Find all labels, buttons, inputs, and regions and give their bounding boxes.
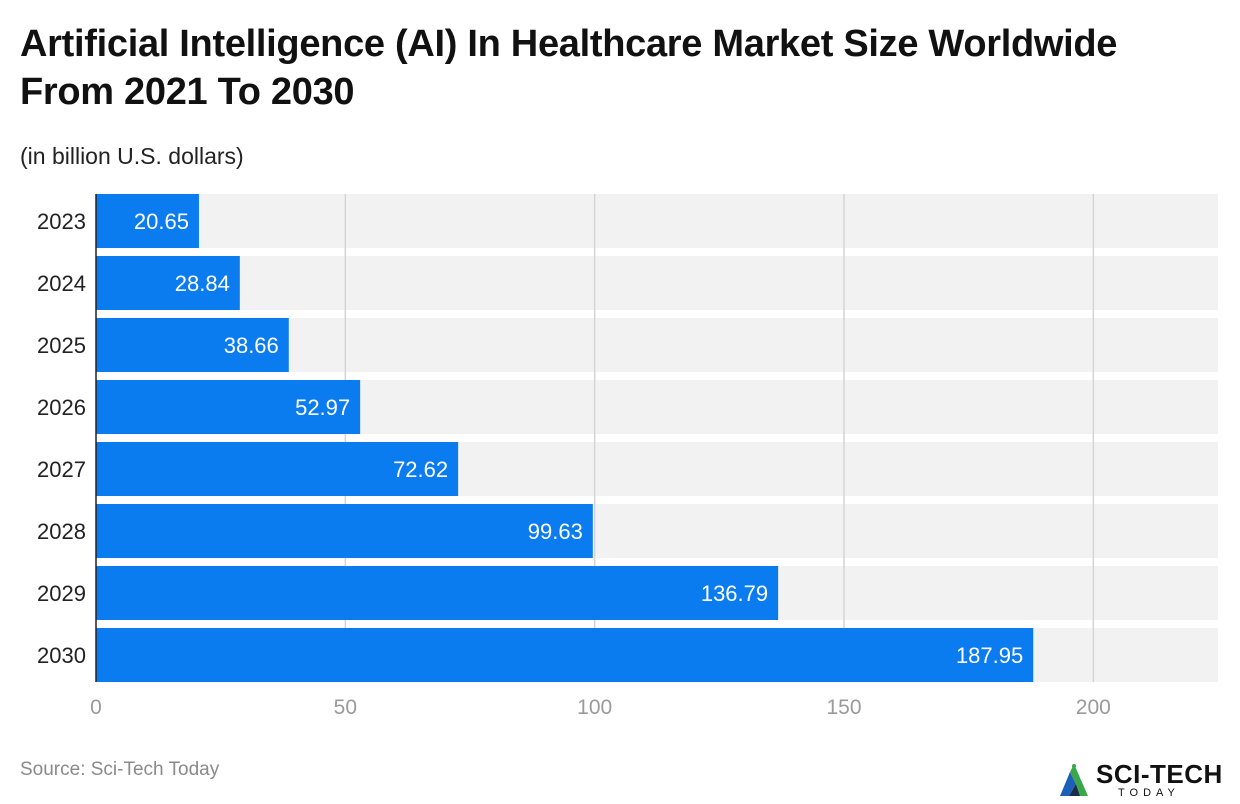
bar <box>96 380 361 434</box>
chart-subtitle: (in billion U.S. dollars) <box>20 143 244 169</box>
row-background <box>96 256 1218 310</box>
source-note: Source: Sci-Tech Today <box>20 759 220 780</box>
x-axis-ticks: 0 50 100 150 200 <box>90 696 1111 719</box>
value-label: 187.95 <box>956 643 1023 668</box>
category-label: 2023 <box>37 209 86 234</box>
category-label: 2028 <box>37 519 86 544</box>
row-background <box>96 194 1218 248</box>
category-labels: 2023 2024 2025 2026 2027 2028 2029 2030 <box>37 209 86 668</box>
bar <box>96 504 593 558</box>
category-label: 2030 <box>37 643 86 668</box>
bar <box>96 628 1034 682</box>
category-label: 2025 <box>37 333 86 358</box>
bar <box>96 318 289 372</box>
value-label: 99.63 <box>528 519 583 544</box>
sci-tech-triangle-logo-icon <box>1060 764 1088 796</box>
value-label: 52.97 <box>295 395 350 420</box>
value-label: 38.66 <box>224 333 279 358</box>
x-tick-label: 200 <box>1076 696 1111 719</box>
value-label: 20.65 <box>134 209 189 234</box>
bar <box>96 194 199 248</box>
x-tick-label: 0 <box>90 696 102 719</box>
bars <box>96 194 1034 682</box>
bar <box>96 256 240 310</box>
value-label: 72.62 <box>393 457 448 482</box>
value-label: 136.79 <box>701 581 768 606</box>
x-tick-label: 100 <box>577 696 612 719</box>
value-label: 28.84 <box>175 271 230 296</box>
x-tick-label: 150 <box>826 696 861 719</box>
category-label: 2024 <box>37 271 86 296</box>
logo-tagline: TODAY <box>1118 787 1180 799</box>
bar <box>96 566 779 620</box>
chart-title: Artificial Intelligence (AI) In Healthca… <box>20 23 1118 113</box>
logo-name: SCI-TECH <box>1096 759 1223 789</box>
value-labels: 20.65 28.84 38.66 52.97 72.62 99.63 136.79 187.… <box>134 209 1023 668</box>
category-label: 2026 <box>37 395 86 420</box>
bar <box>96 442 459 496</box>
category-label: 2027 <box>37 457 86 482</box>
category-label: 2029 <box>37 581 86 606</box>
sci-tech-logo: SCI-TECH TODAY <box>1056 760 1236 800</box>
x-tick-label: 50 <box>334 696 357 719</box>
bar-chart: 2023 2024 2025 2026 2027 2028 2029 2030 20.65 28… <box>37 194 1218 719</box>
